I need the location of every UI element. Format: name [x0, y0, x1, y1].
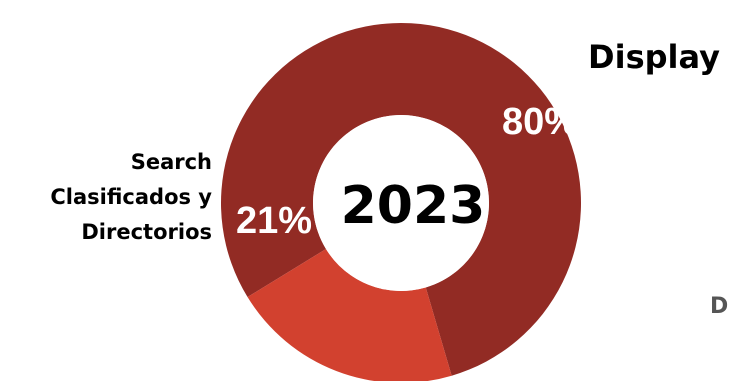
legend-label-search-line2: Clasificados y	[50, 185, 212, 209]
legend-label-search-line3: Directorios	[81, 220, 212, 244]
center-year-label: 2023	[341, 176, 486, 236]
slice-value-label-search: 21%	[236, 200, 312, 242]
cut-off-text: D	[710, 294, 728, 319]
slice-value-label-display: 80%	[502, 101, 578, 143]
legend-label-display: Display	[588, 38, 720, 76]
legend-label-search-line1: Search	[131, 150, 212, 174]
donut-slice-display	[221, 23, 581, 376]
donut-hole	[313, 115, 489, 291]
donut-slice-search	[247, 248, 452, 381]
donut-slices	[221, 23, 581, 381]
